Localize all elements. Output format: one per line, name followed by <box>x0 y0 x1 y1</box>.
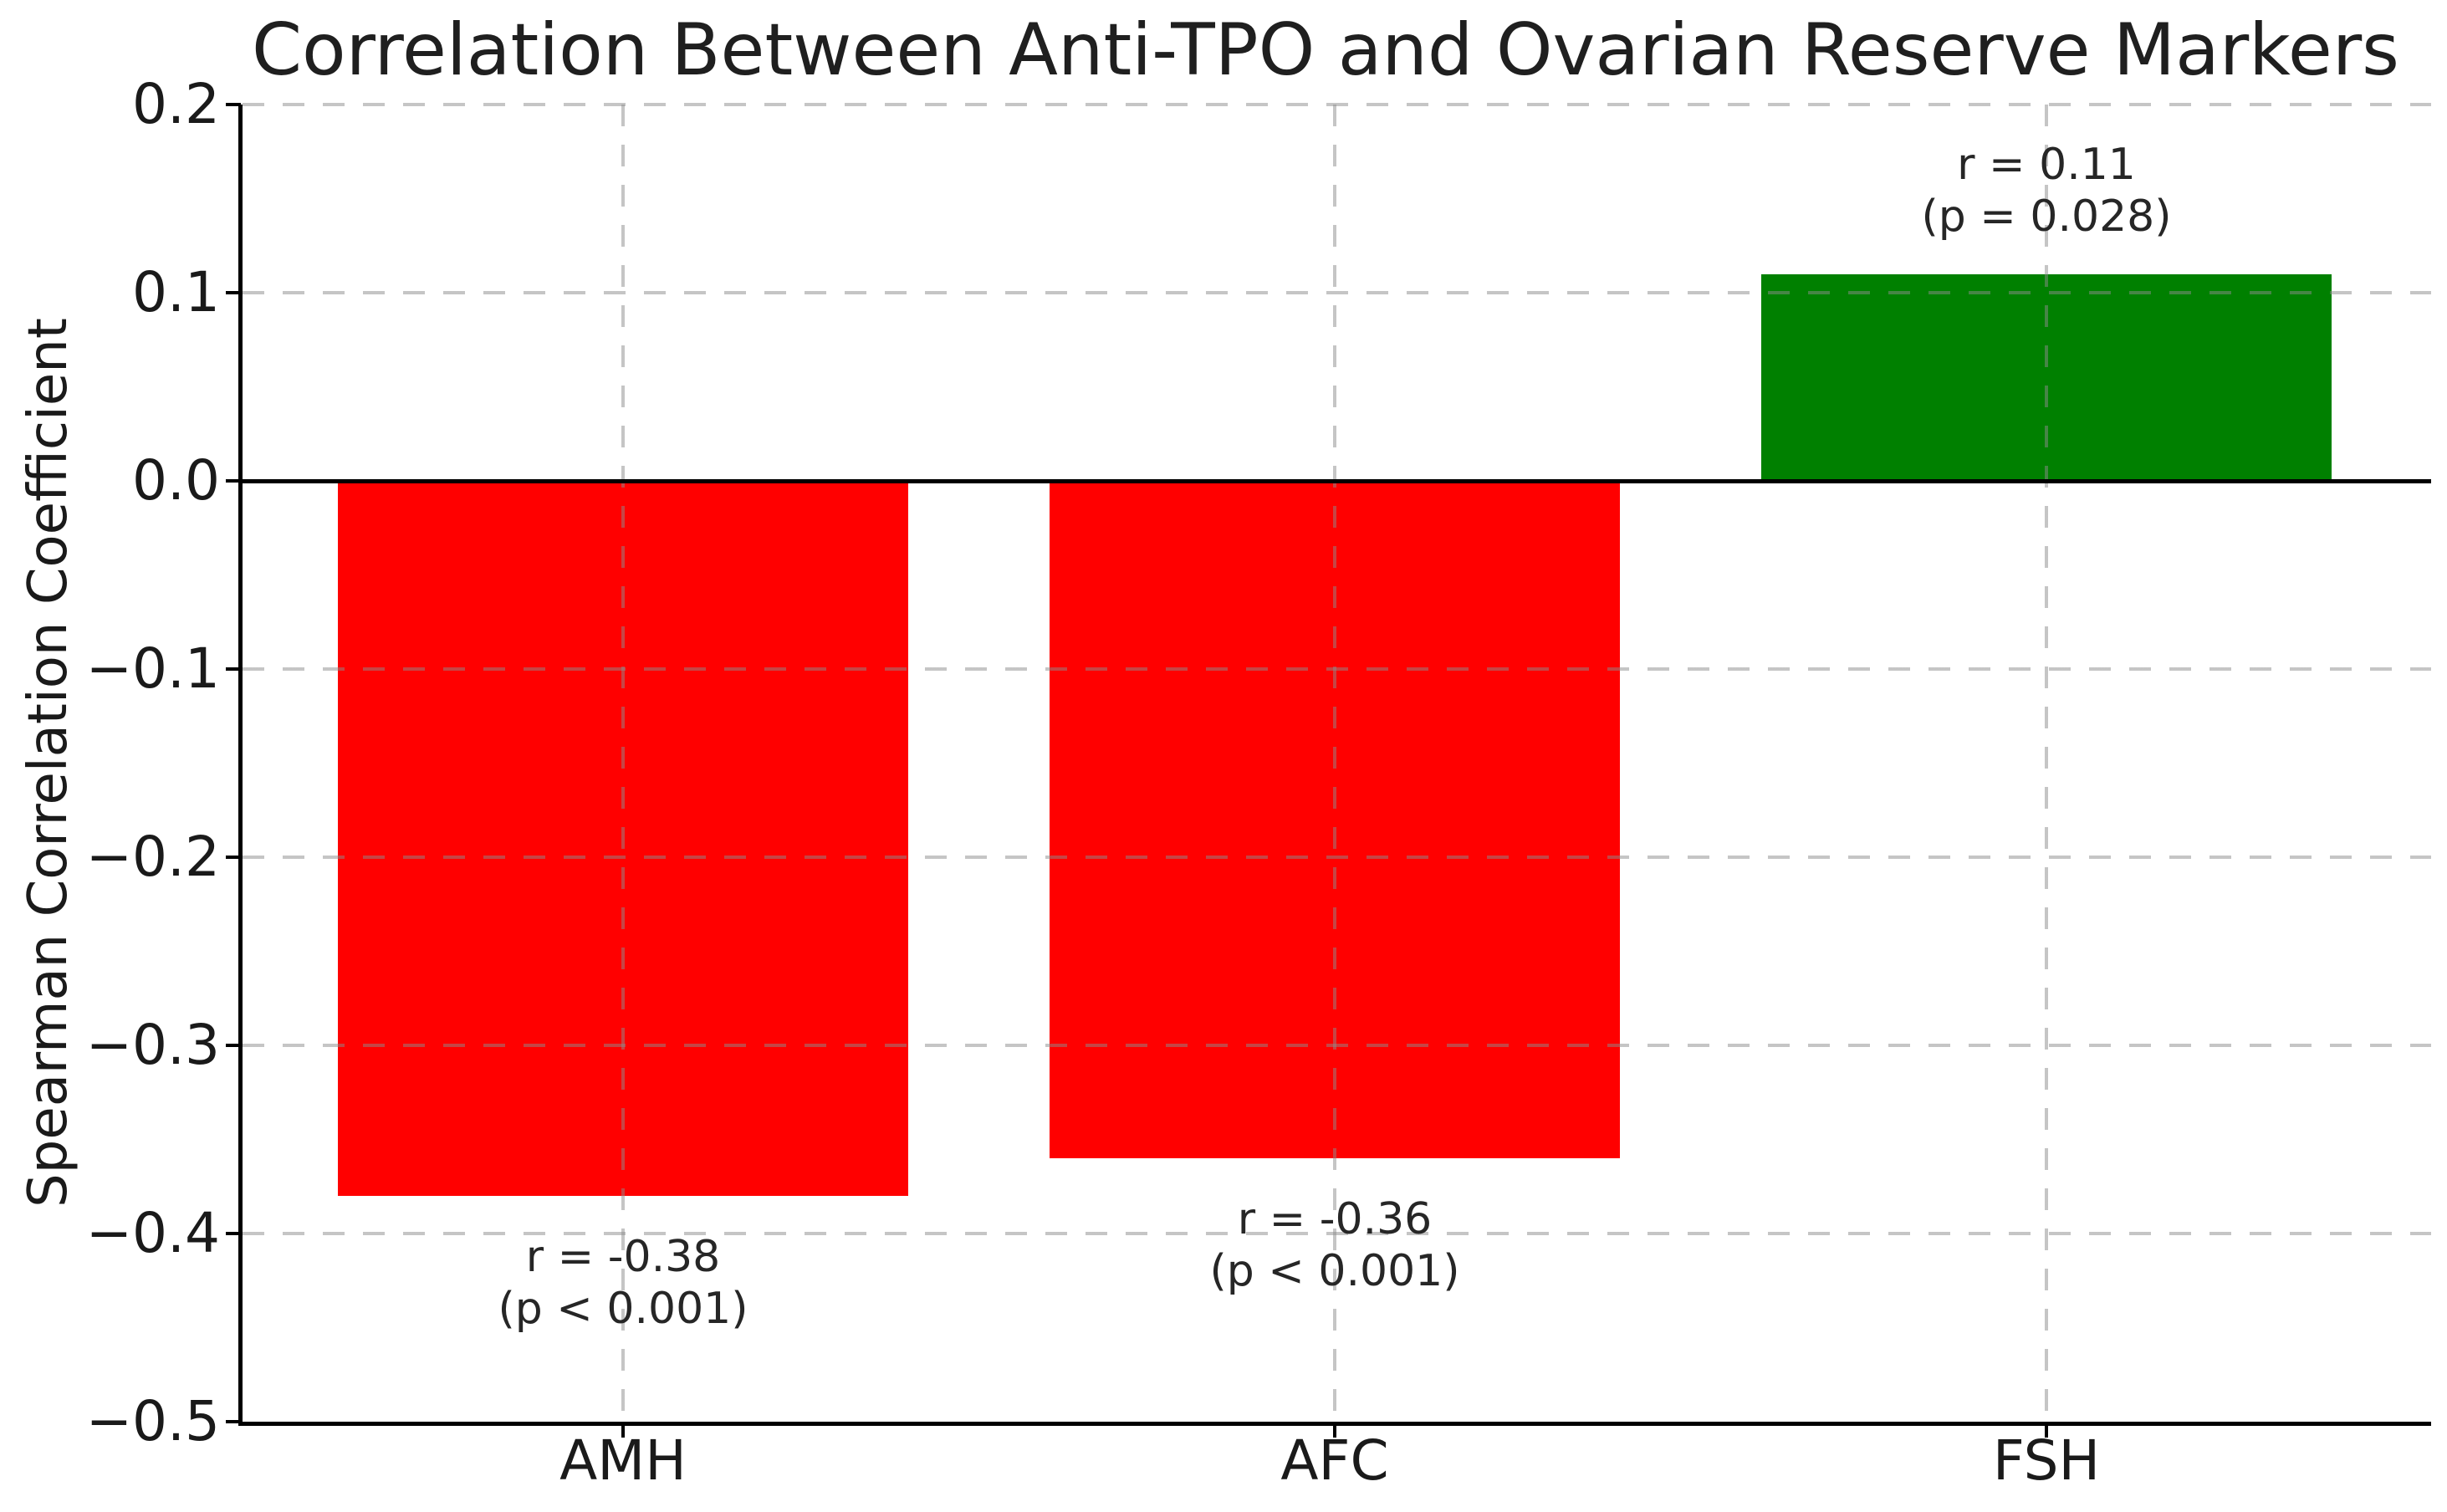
y-tick-label-−0.4: −0.4 <box>85 1201 220 1265</box>
h-gridline-0.2 <box>243 103 2431 106</box>
y-tick-mark <box>226 667 241 671</box>
annotation-amh-line2: (p < 0.001) <box>498 1284 748 1334</box>
y-tick-label-−0.1: −0.1 <box>85 636 220 701</box>
y-tick-label-0.2: 0.2 <box>132 72 220 136</box>
h-gridline-−0.4 <box>243 1232 2431 1235</box>
h-gridline-0.1 <box>243 291 2431 294</box>
h-gridline-−0.2 <box>243 856 2431 859</box>
annotation-fsh-line1: r = 0.11 <box>1957 139 2136 190</box>
annotation-afc: r = -0.36 (p < 0.001) <box>1209 1193 1459 1297</box>
v-gridline-fsh <box>2045 105 2048 1422</box>
y-tick-label-−0.3: −0.3 <box>85 1013 220 1077</box>
annotation-amh: r = -0.38 (p < 0.001) <box>498 1231 748 1335</box>
h-gridline-−0.3 <box>243 1044 2431 1047</box>
annotation-afc-line2: (p < 0.001) <box>1209 1246 1460 1296</box>
annotation-fsh-line2: (p = 0.028) <box>1921 191 2172 242</box>
y-tick-mark <box>226 856 241 859</box>
x-tick-mark-afc <box>1333 1424 1336 1438</box>
annotation-afc-line1: r = -0.36 <box>1237 1194 1433 1244</box>
y-tick-label-−0.5: −0.5 <box>85 1389 220 1453</box>
y-axis-spine <box>238 105 243 1426</box>
y-tick-label-−0.2: −0.2 <box>85 825 220 889</box>
x-tick-label-amh: AMH <box>559 1428 687 1493</box>
y-tick-label-0.0: 0.0 <box>132 448 220 513</box>
y-tick-mark <box>226 1044 241 1047</box>
x-tick-mark-fsh <box>2045 1424 2048 1438</box>
chart-title: Correlation Between Anti-TPO and Ovarian… <box>252 8 2399 92</box>
x-axis-spine <box>238 1422 2431 1426</box>
y-tick-mark <box>226 1232 241 1235</box>
annotation-amh-line1: r = -0.38 <box>525 1232 721 1282</box>
y-tick-mark <box>226 1420 241 1423</box>
v-gridline-afc <box>1333 105 1336 1422</box>
annotation-fsh: r = 0.11 (p = 0.028) <box>1921 139 2171 243</box>
v-gridline-amh <box>621 105 625 1422</box>
x-tick-label-afc: AFC <box>1280 1428 1389 1493</box>
y-tick-mark <box>226 291 241 294</box>
x-tick-label-fsh: FSH <box>1992 1428 2101 1493</box>
y-tick-mark <box>226 103 241 106</box>
x-tick-mark-amh <box>621 1424 625 1438</box>
y-axis-label: Spearman Correlation Coefficient <box>18 318 79 1208</box>
zero-line <box>241 479 2431 483</box>
h-gridline-−0.1 <box>243 667 2431 671</box>
y-tick-mark <box>226 479 241 483</box>
y-tick-label-0.1: 0.1 <box>132 260 220 324</box>
